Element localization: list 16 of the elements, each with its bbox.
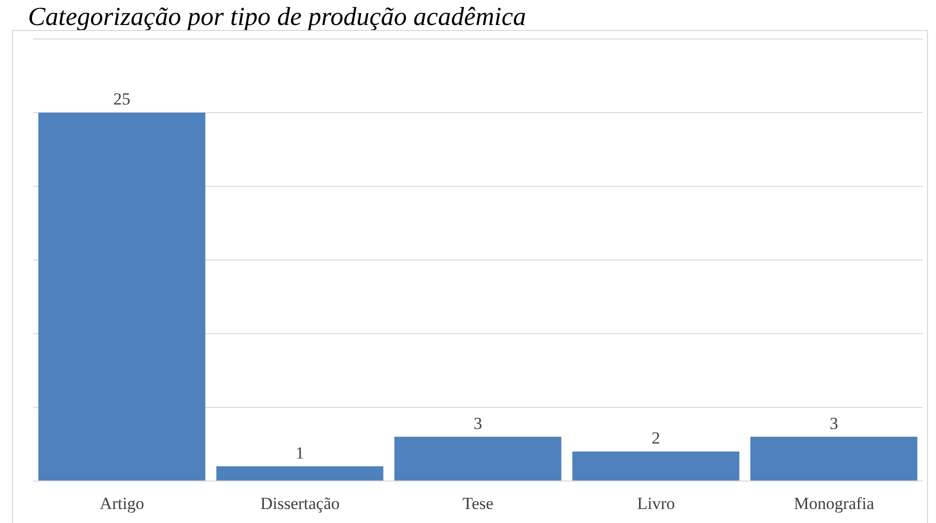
chart-title: Categorização por tipo de produção acadêmica <box>28 2 526 31</box>
x-tick-label: Dissertação <box>260 494 340 514</box>
x-tick-label: Livro <box>637 494 675 514</box>
x-tick-label: Artigo <box>100 494 144 514</box>
bar <box>394 436 562 481</box>
data-label: 3 <box>830 414 838 433</box>
x-tick-label: Monografia <box>794 494 875 514</box>
x-tick-label: Tese <box>462 494 494 514</box>
data-label: 25 <box>113 90 130 109</box>
data-label: 1 <box>296 443 304 462</box>
bar <box>750 436 918 481</box>
data-label: 3 <box>474 414 482 433</box>
data-label: 2 <box>652 428 660 448</box>
bar <box>216 466 384 481</box>
bar <box>572 452 740 481</box>
bar <box>38 112 206 481</box>
